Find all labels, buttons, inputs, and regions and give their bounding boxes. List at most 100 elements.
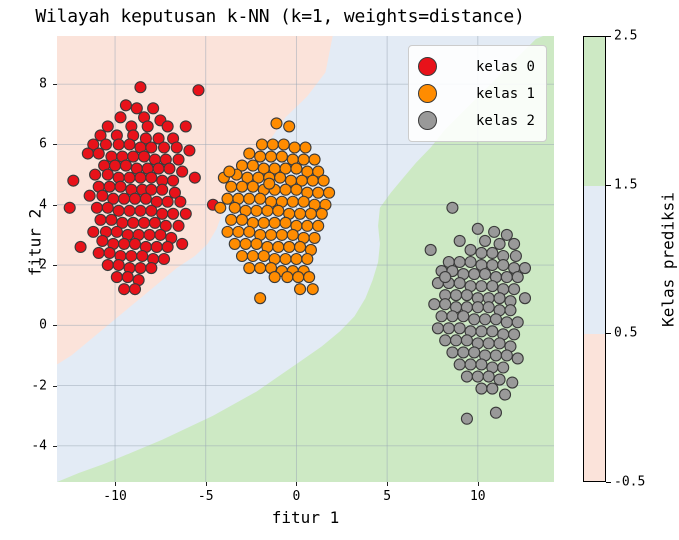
series-1 xyxy=(214,117,336,305)
data-point xyxy=(134,261,147,275)
data-point xyxy=(254,192,267,205)
data-point xyxy=(279,216,292,229)
data-point xyxy=(428,298,441,311)
data-point xyxy=(168,186,181,199)
data-point xyxy=(128,283,142,296)
data-point xyxy=(257,216,270,229)
data-point xyxy=(486,258,499,272)
data-point xyxy=(460,334,473,347)
y-tick-mark xyxy=(53,204,57,206)
data-point xyxy=(489,349,503,362)
data-point xyxy=(254,292,267,305)
data-point xyxy=(279,183,292,196)
data-point xyxy=(457,310,470,323)
legend-item-1[interactable]: kelas 1 xyxy=(418,80,537,107)
data-point xyxy=(105,213,118,226)
data-point xyxy=(268,216,281,229)
data-point xyxy=(500,349,513,362)
data-point xyxy=(482,337,495,350)
data-point xyxy=(297,153,310,166)
data-point xyxy=(504,304,517,317)
data-point xyxy=(228,237,241,250)
data-point xyxy=(94,213,107,226)
data-point xyxy=(128,192,142,205)
colorbar-tick-mark xyxy=(606,482,611,483)
data-point xyxy=(101,258,114,272)
data-point xyxy=(250,204,263,217)
data-point xyxy=(139,192,152,205)
data-point xyxy=(312,219,325,232)
colorbar-band-2 xyxy=(584,37,605,186)
data-point xyxy=(156,207,169,220)
page-title: Wilayah keputusan k-NN (k=1, weights=dis… xyxy=(35,6,525,27)
data-point xyxy=(303,271,316,284)
data-point xyxy=(460,370,473,383)
data-point xyxy=(243,261,256,275)
data-point xyxy=(304,207,317,220)
legend-swatch-icon xyxy=(418,57,437,76)
series-2 xyxy=(424,201,532,425)
data-point xyxy=(157,141,171,154)
data-point xyxy=(263,177,276,190)
data-point xyxy=(127,216,140,229)
data-point xyxy=(172,153,185,166)
data-point xyxy=(112,204,125,217)
data-point xyxy=(138,150,151,163)
legend-swatch-icon xyxy=(418,84,437,103)
data-point xyxy=(257,249,270,263)
data-point xyxy=(275,150,288,163)
data-point xyxy=(508,237,521,250)
data-point xyxy=(464,255,477,269)
data-point xyxy=(464,358,477,371)
region-kelas-2 xyxy=(57,36,554,482)
data-point xyxy=(509,249,522,263)
data-point xyxy=(145,171,158,184)
data-point xyxy=(286,228,299,241)
data-point xyxy=(246,249,259,263)
data-point xyxy=(250,237,263,250)
data-point xyxy=(243,147,256,160)
data-point xyxy=(176,165,189,178)
colorbar-tick-mark xyxy=(606,333,611,335)
data-point xyxy=(446,346,459,359)
data-point xyxy=(442,322,455,335)
legend-item-0[interactable]: kelas 0 xyxy=(418,53,537,80)
data-point xyxy=(290,252,303,266)
data-point xyxy=(511,352,524,365)
data-point xyxy=(464,243,477,257)
data-point xyxy=(301,219,314,232)
legend-item-label: kelas 2 xyxy=(475,112,535,129)
data-point xyxy=(114,180,127,193)
data-point xyxy=(312,165,325,178)
data-point xyxy=(486,246,499,260)
data-point xyxy=(130,102,143,115)
data-point xyxy=(275,228,288,241)
data-point xyxy=(145,261,158,275)
data-point xyxy=(183,144,196,157)
data-point xyxy=(471,301,484,314)
data-point xyxy=(141,120,154,133)
data-point xyxy=(188,171,201,184)
data-point xyxy=(272,204,285,217)
data-point xyxy=(139,132,152,145)
x-tick-label: 0 xyxy=(292,489,301,504)
y-tick-label: 6 xyxy=(39,136,47,152)
data-point xyxy=(500,228,513,241)
data-point xyxy=(299,141,312,154)
data-point xyxy=(118,283,131,296)
data-point xyxy=(118,237,131,250)
data-point xyxy=(471,370,484,383)
y-tick-mark xyxy=(53,84,57,86)
data-point xyxy=(489,313,503,326)
data-point xyxy=(312,186,325,199)
data-point xyxy=(294,283,307,296)
data-point xyxy=(161,195,174,208)
legend-item-2[interactable]: kelas 2 xyxy=(418,107,537,134)
data-point xyxy=(103,246,116,260)
data-point xyxy=(103,180,116,193)
data-point xyxy=(468,346,481,359)
data-point xyxy=(225,213,238,226)
data-point xyxy=(493,337,506,350)
data-point xyxy=(431,322,444,335)
colorbar-tick-label: -0.5 xyxy=(614,474,646,490)
